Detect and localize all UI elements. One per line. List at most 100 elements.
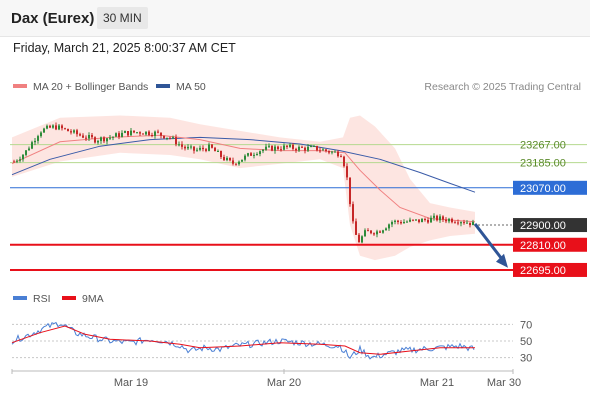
candle-body (46, 125, 48, 129)
candle-body (259, 151, 261, 154)
candle-body (127, 131, 129, 136)
candle-body (76, 130, 78, 135)
candle-body (364, 230, 366, 237)
legend-label-rsi: RSI (33, 293, 51, 305)
candle-body (265, 146, 267, 150)
candle-body (442, 216, 444, 220)
candle-body (277, 146, 279, 150)
candle-body (67, 128, 69, 132)
timeframe-button[interactable]: 30 MIN (97, 7, 148, 29)
candle-body (64, 128, 66, 130)
candle-body (466, 222, 468, 224)
time-tick-label: Mar 30 (487, 377, 521, 389)
candle-body (112, 136, 114, 138)
candle-body (403, 222, 405, 224)
candle-body (253, 154, 255, 156)
candle-body (313, 146, 315, 147)
candle-body (187, 146, 189, 149)
candle-body (469, 222, 471, 226)
candle-body (193, 146, 195, 151)
rsi-9ma-line (11, 325, 475, 355)
candle-body (25, 150, 27, 155)
candle-body (70, 131, 72, 133)
candle-body (397, 220, 399, 222)
candle-body (472, 221, 474, 226)
candle-body (31, 142, 33, 149)
candle-body (433, 215, 435, 218)
candle-body (115, 133, 117, 137)
last-label: 22900.00 (520, 220, 566, 232)
legend-label-ma50: MA 50 (176, 81, 206, 93)
candle-body (133, 130, 135, 133)
candle-body (250, 153, 252, 156)
candle-body (16, 160, 18, 162)
candle-body (415, 219, 417, 221)
candle-body (139, 132, 141, 134)
candle-body (118, 133, 120, 137)
candle-body (145, 131, 147, 135)
candle-body (352, 204, 354, 222)
candle-body (163, 135, 165, 139)
candle-body (49, 125, 51, 128)
candle-body (244, 155, 246, 160)
candle-body (388, 224, 390, 229)
candle-body (160, 132, 162, 136)
time-tick-label: Mar 20 (267, 377, 301, 389)
candle-body (289, 144, 291, 147)
candle-body (91, 135, 93, 138)
time-tick-label: Mar 21 (420, 377, 454, 389)
candle-body (172, 137, 174, 139)
candle-body (214, 147, 216, 152)
candle-body (241, 159, 243, 162)
candle-body (283, 145, 285, 150)
legend-swatch-ma20 (13, 84, 27, 88)
candle-body (247, 153, 249, 156)
candle-body (292, 144, 294, 149)
bollinger-band (12, 115, 475, 261)
candle-body (151, 135, 153, 136)
candle-body (310, 146, 312, 148)
candle-body (13, 161, 15, 163)
candle-body (391, 222, 393, 225)
candle-body (208, 144, 210, 151)
candle-body (457, 222, 459, 224)
candle-body (295, 148, 297, 151)
candle-body (202, 147, 204, 150)
candle-body (271, 145, 273, 151)
chart-header: Dax (Eurex) 30 MIN (0, 0, 590, 37)
candle-body (223, 157, 225, 161)
candle-body (58, 125, 60, 130)
candle-body (211, 144, 213, 148)
candle-body (22, 154, 24, 160)
candle-body (229, 157, 231, 161)
legend-swatch-9ma (62, 296, 76, 300)
forecast-arrow-head (496, 253, 508, 268)
candle-body (205, 149, 207, 151)
candle-body (304, 147, 306, 151)
candle-body (121, 132, 123, 137)
candle-body (40, 132, 42, 137)
candle-body (460, 222, 462, 224)
candle-body (181, 144, 183, 147)
candle-body (361, 236, 363, 243)
candle-body (424, 219, 426, 220)
candle-body (349, 177, 351, 205)
rsi-tick-label: 50 (520, 336, 532, 348)
candle-body (436, 215, 438, 221)
candle-body (82, 135, 84, 138)
candle-body (409, 219, 411, 222)
forecast-arrow-line (473, 223, 506, 263)
timestamp: Friday, March 21, 2025 8:00:37 AM CET (13, 41, 236, 55)
candle-body (451, 218, 453, 223)
legend-label-9ma: 9MA (82, 293, 104, 305)
candle-body (175, 137, 177, 145)
candle-body (412, 219, 414, 221)
candle-body (124, 131, 126, 133)
candle-body (421, 219, 423, 223)
candle-body (394, 220, 396, 222)
candle-body (418, 219, 420, 223)
candle-body (85, 137, 87, 139)
candle-body (448, 218, 450, 222)
candle-body (103, 137, 105, 142)
